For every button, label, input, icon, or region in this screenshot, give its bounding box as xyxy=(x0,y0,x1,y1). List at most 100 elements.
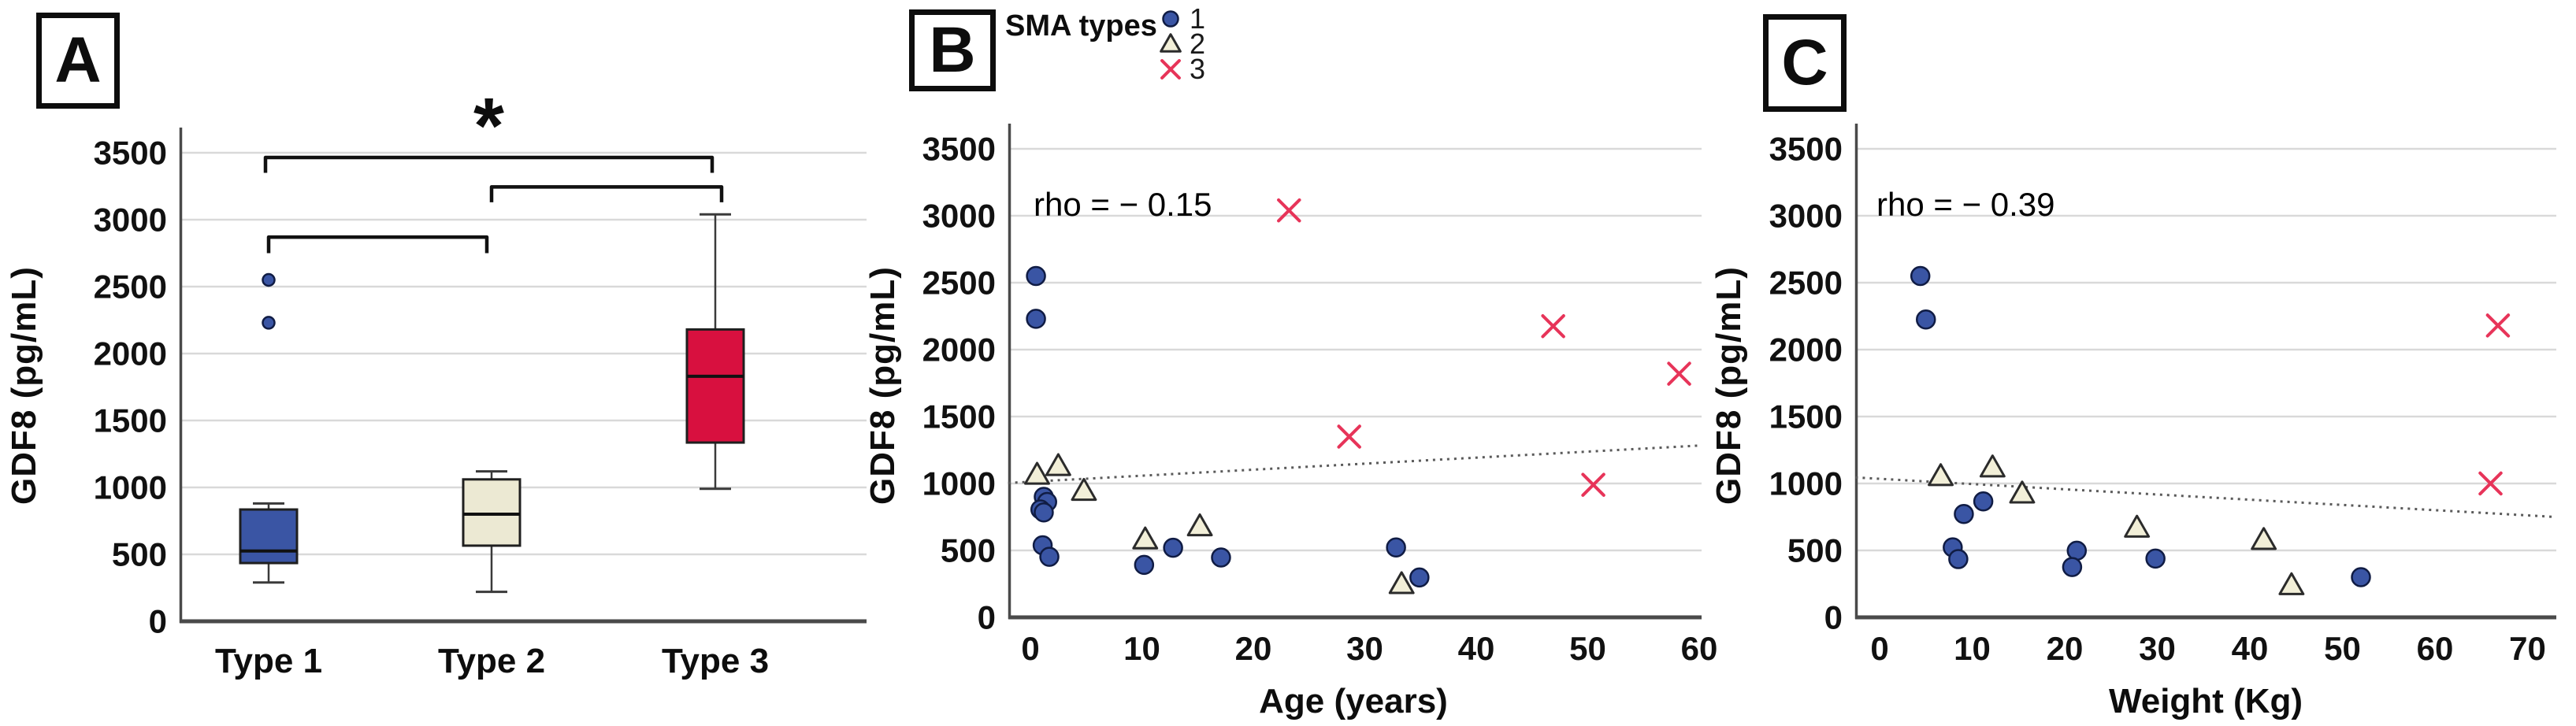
type3-x-marker xyxy=(1160,59,1181,80)
boxplot-type-1: Type 1 xyxy=(215,272,322,680)
x-tick-label: 0 xyxy=(1021,630,1039,667)
legend-item-type2: 2 xyxy=(1152,28,1205,60)
box-iqr xyxy=(685,328,745,444)
type1-circle-marker xyxy=(1910,265,1931,287)
legend-item-label: 3 xyxy=(1190,53,1206,85)
box-iqr xyxy=(239,508,299,565)
gridlines xyxy=(1855,147,2556,620)
legend-title: SMA types xyxy=(1005,9,1157,43)
significance-bracket xyxy=(489,185,724,202)
y-tick-label: 1000 xyxy=(94,469,167,506)
category-label: Type 3 xyxy=(662,642,769,680)
type1-circle-marker xyxy=(1034,502,1054,523)
panel-c-rho-annotation: rho = − 0.39 xyxy=(1876,186,2055,223)
outlier-point xyxy=(262,272,276,287)
type3-x-marker xyxy=(1277,198,1301,223)
x-tick-label: 50 xyxy=(1569,630,1606,667)
y-tick-label: 500 xyxy=(941,532,996,569)
type1-circle-marker xyxy=(2351,567,2371,587)
panel-b-x-axis-title: Age (years) xyxy=(1259,682,1448,720)
type3-x-marker xyxy=(1581,472,1605,497)
type1-circle-marker xyxy=(1163,537,1183,558)
legend-item-type3: 3 xyxy=(1152,53,1205,85)
series-type3-points xyxy=(1277,198,1691,497)
type2-triangle-marker xyxy=(2009,480,2036,504)
y-tick-labels: 0 500 1000 1500 2000 2500 3000 3500 xyxy=(94,135,167,640)
type1-circle-marker xyxy=(1948,549,1969,569)
legend-item-label: 1 xyxy=(1190,2,1206,35)
significance-bracket xyxy=(263,155,715,173)
panel-c-label: C xyxy=(1763,14,1847,112)
type1-circle-marker xyxy=(1386,537,1406,558)
significance-star: * xyxy=(473,82,504,170)
type2-triangle-marker xyxy=(2251,527,2277,550)
y-tick-label: 500 xyxy=(1787,532,1843,569)
type3-x-marker xyxy=(1667,361,1691,386)
y-tick-label: 1500 xyxy=(94,402,167,439)
panel-c-x-axis-title: Weight (Kg) xyxy=(2108,682,2303,720)
y-tick-label: 3000 xyxy=(1769,198,1843,235)
significance-bracket xyxy=(266,235,489,254)
x-tick-label: 30 xyxy=(2139,630,2176,667)
x-tick-label: 40 xyxy=(1458,630,1495,667)
y-tick-label: 2500 xyxy=(1769,265,1843,302)
x-tick-labels: 0 10 20 30 40 50 60 xyxy=(1021,630,1717,667)
y-tick-label: 500 xyxy=(112,536,167,573)
type1-circle-marker xyxy=(2066,540,2088,561)
y-tick-label: 3500 xyxy=(1769,131,1843,168)
y-tick-label: 2500 xyxy=(922,265,996,302)
type2-triangle-marker xyxy=(1045,453,1071,476)
type1-circle-marker xyxy=(1211,547,1231,568)
legend-item-label: 2 xyxy=(1190,28,1206,60)
panel-a-y-axis-title: GDF8 (pg/mL) xyxy=(5,266,43,506)
legend-item-type1: 1 xyxy=(1152,2,1205,35)
type3-x-marker xyxy=(2478,471,2503,496)
x-tick-label: 50 xyxy=(2324,630,2361,667)
boxplot-type-3: Type 3 xyxy=(662,213,769,680)
x-tick-label: 40 xyxy=(2232,630,2269,667)
panel-a-chart: 0 500 1000 1500 2000 2500 3000 3500 Type 1 Type 2… xyxy=(94,82,867,680)
type2-triangle-marker xyxy=(1160,33,1182,53)
type2-triangle-marker xyxy=(1979,454,2006,478)
type1-circle-marker xyxy=(1162,10,1179,28)
trend-line xyxy=(1008,444,1702,484)
type2-triangle-marker xyxy=(2278,572,2305,595)
panel-a-label: A xyxy=(36,13,120,109)
type3-x-icon xyxy=(1160,59,1181,80)
type3-x-marker xyxy=(2485,313,2511,338)
y-tick-label: 3500 xyxy=(94,135,167,172)
series-type3-points xyxy=(2478,313,2511,496)
type1-circle-marker xyxy=(1134,554,1155,576)
type2-triangle-marker xyxy=(1928,463,1954,487)
panel-b-y-axis-title: GDF8 (pg/mL) xyxy=(863,266,902,506)
legend: 1 2 3 xyxy=(1152,2,1205,85)
type2-triangle-icon xyxy=(1160,33,1182,53)
type1-circle-marker xyxy=(1039,546,1060,567)
y-tick-label: 1000 xyxy=(1769,465,1843,502)
x-tick-label: 20 xyxy=(2047,630,2084,667)
y-tick-label: 3500 xyxy=(922,131,996,168)
x-tick-label: 10 xyxy=(1954,630,1991,667)
box-iqr xyxy=(462,478,522,547)
type2-triangle-marker xyxy=(2124,514,2151,538)
y-tick-label: 0 xyxy=(149,603,167,640)
y-tick-labels: 0 500 1000 1500 2000 2500 3000 3500 xyxy=(1769,131,1843,636)
y-tick-label: 1500 xyxy=(922,398,996,435)
x-tick-labels: 0 10 20 30 40 50 60 70 xyxy=(1870,630,2546,667)
type1-circle-marker xyxy=(1954,504,1974,524)
panel-b-chart: 0 500 1000 1500 2000 2500 3000 3500 0 10 20 30 40 50 6… xyxy=(922,124,1717,667)
series-type2-points xyxy=(1024,453,1415,595)
x-tick-label: 60 xyxy=(2417,630,2454,667)
category-label: Type 1 xyxy=(215,642,322,680)
y-tick-labels: 0 500 1000 1500 2000 2500 3000 3500 xyxy=(922,131,996,636)
panel-c-chart: 0 500 1000 1500 2000 2500 3000 3500 0 10 20 30 40 50 6… xyxy=(1769,124,2556,667)
type1-circle-marker xyxy=(1026,265,1046,287)
type3-x-marker xyxy=(1337,424,1361,449)
series-type2-points xyxy=(1928,454,2305,595)
x-tick-label: 30 xyxy=(1346,630,1383,667)
type2-triangle-marker xyxy=(1186,513,1213,537)
x-tick-label: 70 xyxy=(2509,630,2546,667)
y-tick-label: 3000 xyxy=(94,202,167,239)
